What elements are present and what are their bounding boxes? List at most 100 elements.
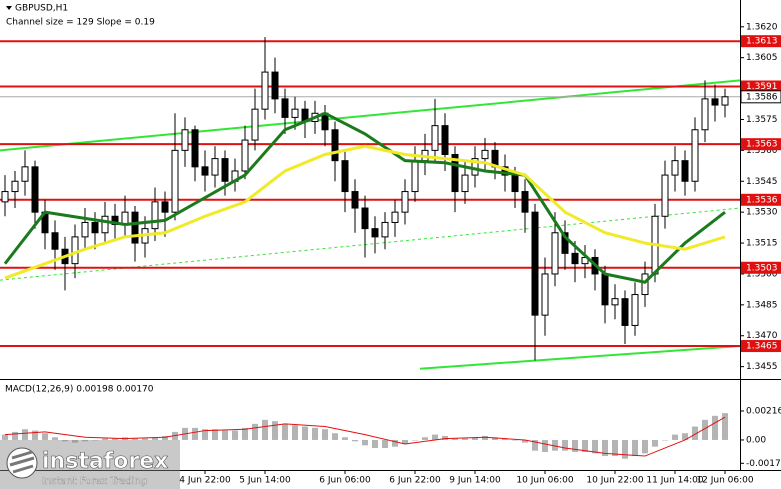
x-tick-label: 10 Jun 06:00 xyxy=(516,476,573,486)
macd-bar xyxy=(272,421,278,440)
menu-triangle xyxy=(6,6,12,10)
y-tick-label: 1.3500 xyxy=(746,269,778,279)
macd-bar xyxy=(582,439,588,453)
y-tick-label: 1.3575 xyxy=(746,115,778,125)
macd-bar xyxy=(262,419,268,440)
macd-bar xyxy=(462,438,468,440)
candle-body xyxy=(261,71,269,110)
candle-body xyxy=(511,174,519,193)
y-tick-label: 1.3605 xyxy=(746,53,778,63)
candle-body xyxy=(241,139,249,172)
macd-bar xyxy=(2,434,8,440)
macd-bar xyxy=(62,439,68,442)
moving-average xyxy=(4,144,726,280)
macd-bar xyxy=(642,439,648,454)
level-label: 1.3465 xyxy=(746,342,778,352)
candle-body xyxy=(701,98,709,131)
candle-body xyxy=(431,125,439,151)
candle-body xyxy=(581,256,589,265)
macd-bar xyxy=(162,435,168,440)
macd-bar xyxy=(692,426,698,440)
macd-bar xyxy=(42,433,48,440)
macd-bar xyxy=(552,439,558,451)
macd-bar xyxy=(712,415,718,440)
candle-body xyxy=(601,273,609,306)
level-label: 1.3503 xyxy=(746,263,778,273)
macd-bar xyxy=(412,439,418,441)
macd-bar xyxy=(682,433,688,440)
candle-body xyxy=(691,129,699,182)
candle-body xyxy=(111,215,119,226)
macd-bar xyxy=(52,437,58,440)
macd-bar xyxy=(452,438,458,440)
candle-body xyxy=(121,211,129,226)
last-price-box xyxy=(740,90,781,104)
candle-body xyxy=(171,149,179,213)
macd-bar xyxy=(322,429,328,440)
candle-body xyxy=(281,98,289,118)
level-label: 1.3536 xyxy=(746,195,778,205)
candle-body xyxy=(11,180,19,193)
macd-bar xyxy=(652,439,658,447)
macd-bar xyxy=(432,434,438,440)
macd-bar xyxy=(92,439,98,441)
macd-bar xyxy=(672,434,678,440)
candle-body xyxy=(641,273,649,296)
candle-body xyxy=(681,160,689,182)
x-tick-label: 11 Jun 14:00 xyxy=(646,476,703,486)
signal-line xyxy=(4,416,726,457)
macd-bar xyxy=(372,439,378,449)
last-price-label: 1.3586 xyxy=(746,92,778,102)
macd-bar xyxy=(612,439,618,457)
level-label: 1.3563 xyxy=(746,140,778,150)
x-tick-label: 4 Jun 22:00 xyxy=(179,476,231,486)
candle-body xyxy=(361,207,369,230)
macd-bar xyxy=(22,429,28,440)
level-label-box xyxy=(741,340,781,353)
macd-bar xyxy=(222,430,228,440)
y-tick-label: 1.3485 xyxy=(746,300,778,310)
logo-tagline: Instant Forex Trading xyxy=(42,476,147,487)
candle-body xyxy=(661,174,669,217)
level-label-box xyxy=(741,35,781,48)
macd-bar xyxy=(702,419,708,440)
candle-body xyxy=(481,149,489,160)
macd-bar xyxy=(402,439,408,444)
candle-body xyxy=(291,108,299,118)
macd-bar xyxy=(502,438,508,440)
candle-body xyxy=(221,158,229,182)
moving-average xyxy=(3,111,726,284)
macd-bar xyxy=(352,439,358,442)
macd-bar xyxy=(572,439,578,453)
macd-bar xyxy=(492,437,498,440)
y-tick-label: 1.3515 xyxy=(746,239,778,249)
y-tick-label: 1.3470 xyxy=(746,331,778,341)
channel-line xyxy=(419,345,741,370)
x-tick-label: 5 Jun 14:00 xyxy=(239,476,291,486)
candle-body xyxy=(671,160,679,176)
candle-body xyxy=(21,166,29,182)
candle-body xyxy=(161,201,169,213)
macd-bar xyxy=(72,439,78,443)
channel-line xyxy=(0,79,741,152)
macd-bar xyxy=(422,437,428,440)
macd-bar xyxy=(202,429,208,440)
x-tick-label: 10 Jun 22:00 xyxy=(586,476,643,486)
macd-bar xyxy=(282,423,288,440)
macd-bar xyxy=(532,439,538,451)
x-tick-label: 6 Jun 06:00 xyxy=(319,476,371,486)
macd-bar xyxy=(382,439,388,449)
macd-bar xyxy=(82,439,88,442)
candle-body xyxy=(531,211,539,316)
candle-body xyxy=(391,211,399,223)
y-tick-label: 1.3530 xyxy=(746,208,778,218)
candle-body xyxy=(351,191,359,209)
macd-bar xyxy=(362,439,368,446)
macd-bar xyxy=(132,438,138,440)
macd-bar xyxy=(312,427,318,440)
macd-bar xyxy=(212,429,218,440)
candle-body xyxy=(31,166,39,213)
channel-info: Channel size = 129 Slope = 0.19 xyxy=(6,18,155,28)
macd-bar xyxy=(512,439,518,441)
